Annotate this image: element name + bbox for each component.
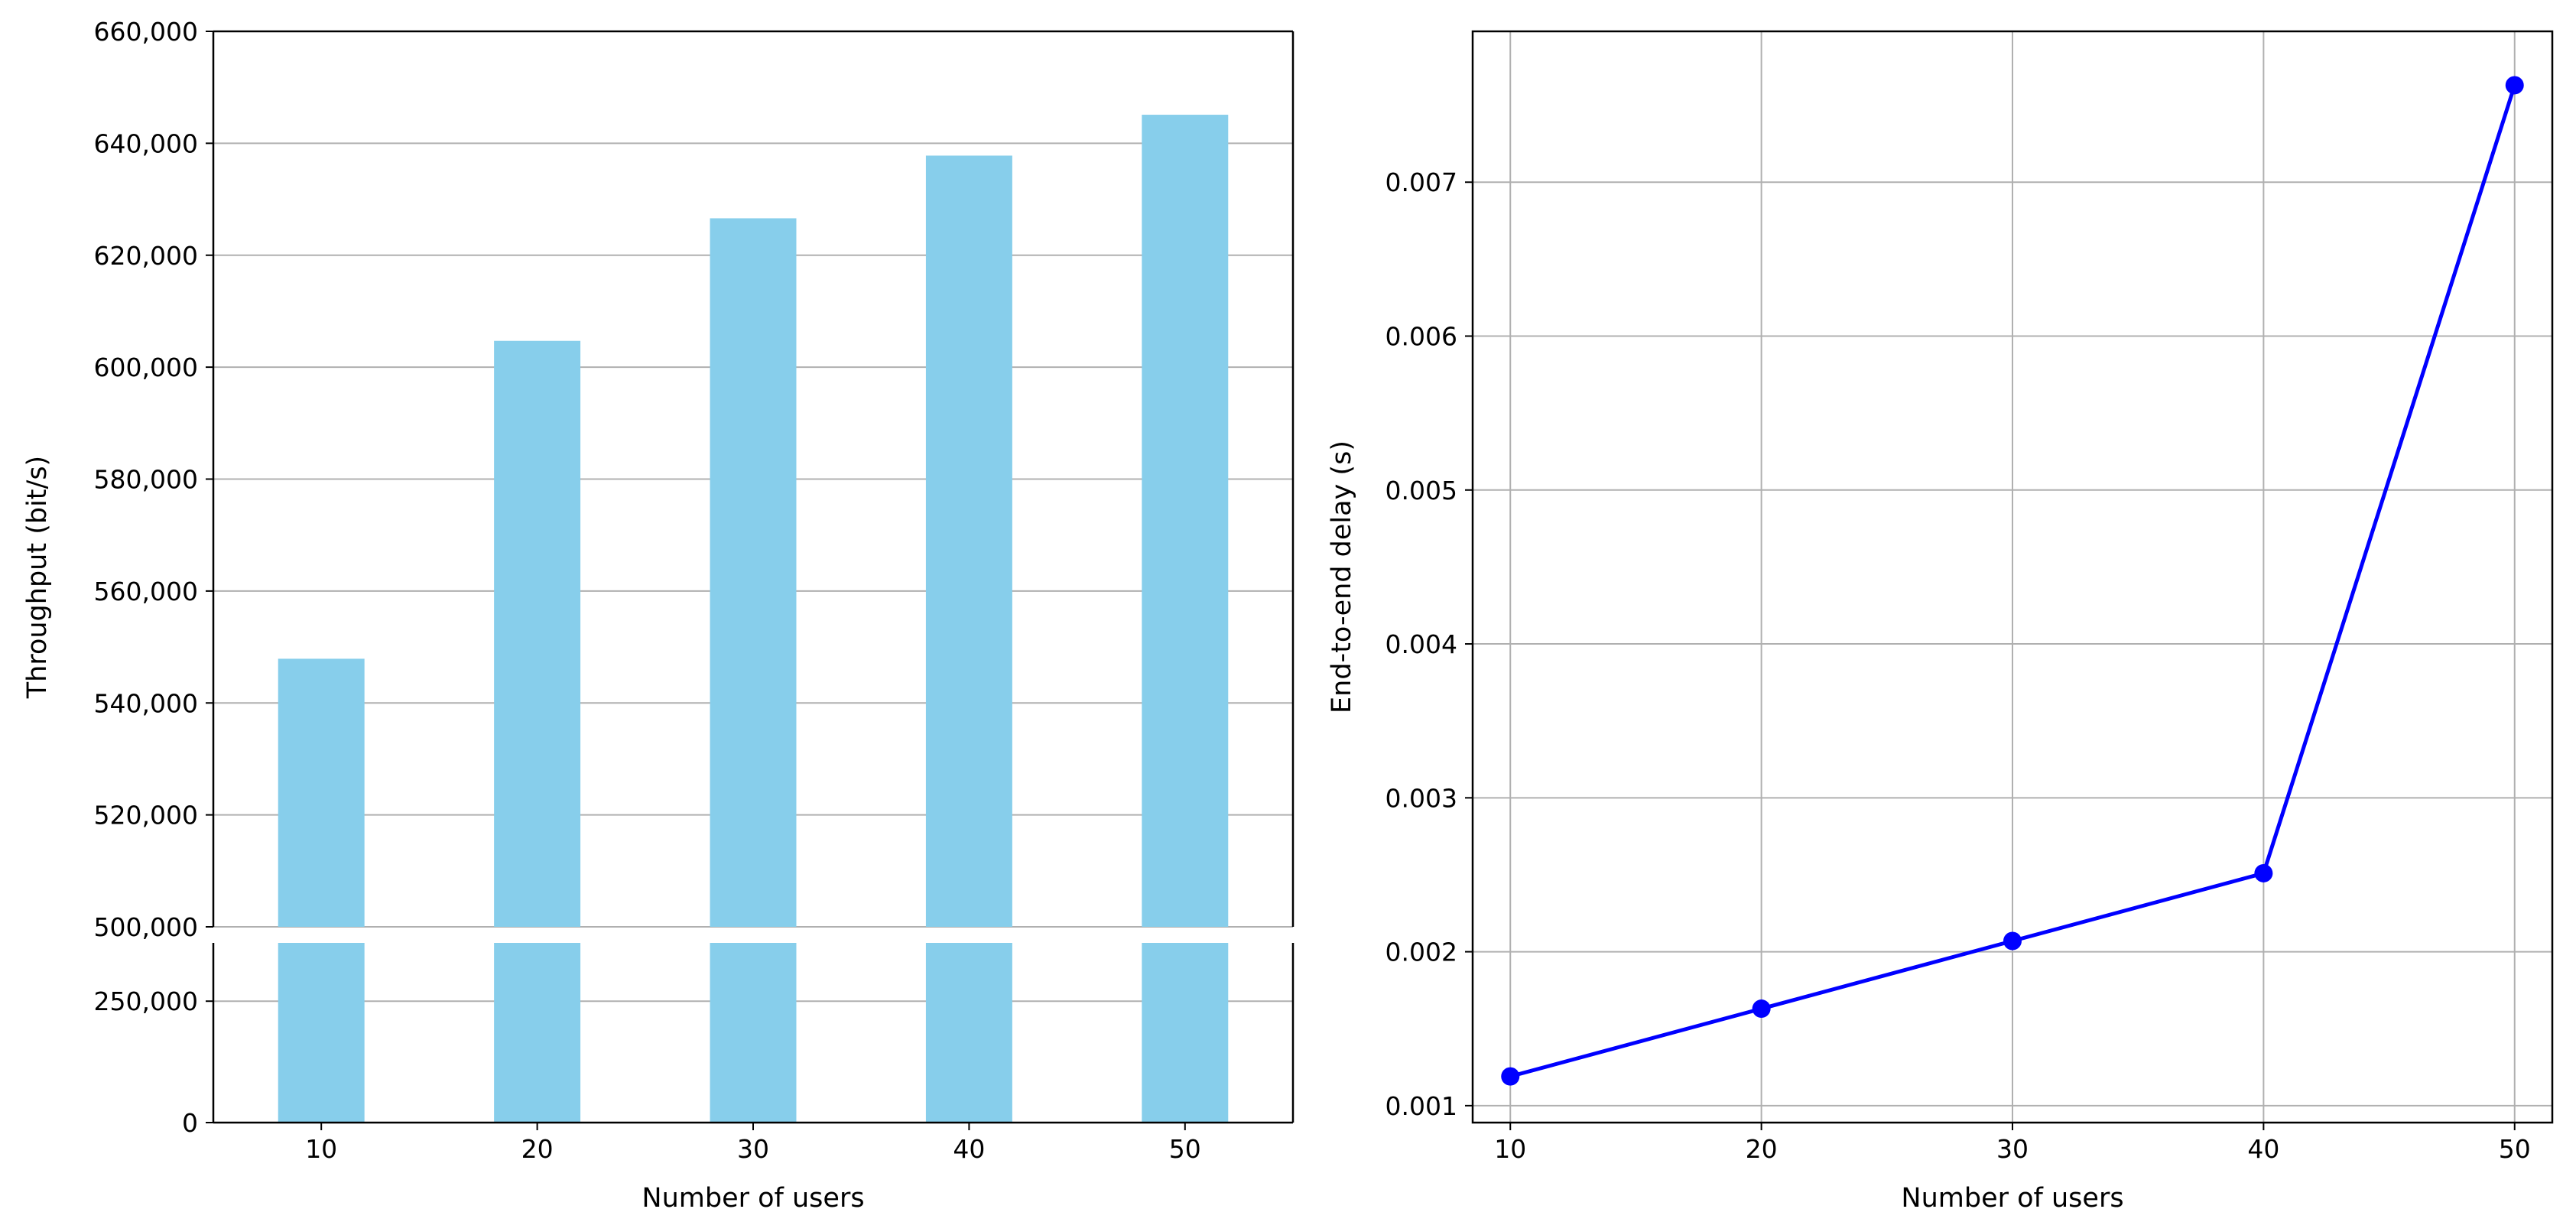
throughput-y-tick-label: 520,000 — [94, 801, 198, 830]
throughput-bars — [278, 115, 1229, 1123]
delay-data-point — [1501, 1067, 1520, 1086]
delay-x-tick-label: 50 — [2499, 1134, 2531, 1164]
throughput-bar-chart: 500,000 520,000 540,000 560,000 580,000 600,0… — [22, 17, 1294, 1214]
delay-y-tick-label: 0.005 — [1385, 476, 1457, 505]
throughput-bar-lower — [710, 943, 797, 1123]
delay-line-chart: 0.001 0.002 0.003 0.004 0.005 0.006 0.007 10 20 3… — [1327, 30, 2554, 1214]
throughput-y-axis-label: Throughput (bit/s) — [22, 456, 53, 699]
delay-gridlines — [1473, 31, 2552, 1123]
throughput-x-axis-label: Number of users — [642, 1183, 864, 1214]
throughput-y-tick-label: 560,000 — [94, 577, 198, 606]
delay-y-tick-label: 0.006 — [1385, 322, 1457, 352]
throughput-y-tick-label: 580,000 — [94, 465, 198, 495]
throughput-y-tick-label: 640,000 — [94, 128, 198, 158]
delay-axes-frame — [1471, 30, 2554, 1124]
throughput-bar-upper — [1142, 115, 1229, 928]
delay-data-point — [2254, 863, 2273, 882]
delay-y-axis-label: End-to-end delay (s) — [1327, 440, 1357, 713]
throughput-x-tick-label: 40 — [953, 1134, 985, 1164]
delay-data-point — [1752, 999, 1771, 1019]
delay-data-point — [2003, 931, 2022, 951]
delay-x-tick-label: 20 — [1746, 1134, 1778, 1164]
throughput-bar-lower — [494, 943, 581, 1123]
throughput-tick-labels: 500,000 520,000 540,000 560,000 580,000 600,0… — [94, 17, 1201, 1164]
throughput-y-tick-label: 250,000 — [94, 986, 198, 1016]
throughput-bar-upper — [278, 658, 365, 927]
throughput-y-tick-label: 540,000 — [94, 688, 198, 718]
throughput-bar-lower — [278, 943, 365, 1123]
throughput-bar-lower — [1142, 943, 1229, 1123]
throughput-bar-lower — [925, 943, 1012, 1123]
throughput-x-tick-label: 50 — [1169, 1134, 1201, 1164]
throughput-x-tick-label: 10 — [305, 1134, 337, 1164]
throughput-axes — [206, 30, 1294, 1130]
delay-x-tick-label: 30 — [1996, 1134, 2029, 1164]
throughput-bar-upper — [710, 218, 797, 927]
throughput-x-tick-label: 30 — [737, 1134, 769, 1164]
throughput-y-tick-label: 500,000 — [94, 912, 198, 942]
throughput-bar-upper — [925, 155, 1012, 927]
delay-data-point — [2505, 76, 2524, 95]
throughput-y-tick-label: 620,000 — [94, 241, 198, 271]
throughput-y-tick-label: 660,000 — [94, 17, 198, 47]
throughput-bar-upper — [494, 340, 581, 927]
delay-y-tick-label: 0.003 — [1385, 783, 1457, 813]
delay-axes — [1465, 30, 2554, 1130]
delay-y-tick-label: 0.007 — [1385, 167, 1457, 197]
throughput-x-tick-label: 20 — [521, 1134, 554, 1164]
delay-y-tick-label: 0.002 — [1385, 938, 1457, 967]
delay-x-tick-label: 10 — [1494, 1134, 1526, 1164]
throughput-y-tick-label: 0 — [182, 1108, 198, 1138]
delay-series — [1501, 76, 2524, 1086]
delay-tick-labels: 0.001 0.002 0.003 0.004 0.005 0.006 0.007 10 20 3… — [1385, 167, 2531, 1164]
delay-y-tick-label: 0.004 — [1385, 629, 1457, 659]
delay-y-tick-label: 0.001 — [1385, 1091, 1457, 1121]
delay-x-axis-label: Number of users — [1901, 1183, 2123, 1214]
delay-x-tick-label: 40 — [2247, 1134, 2279, 1164]
throughput-y-tick-label: 600,000 — [94, 353, 198, 382]
